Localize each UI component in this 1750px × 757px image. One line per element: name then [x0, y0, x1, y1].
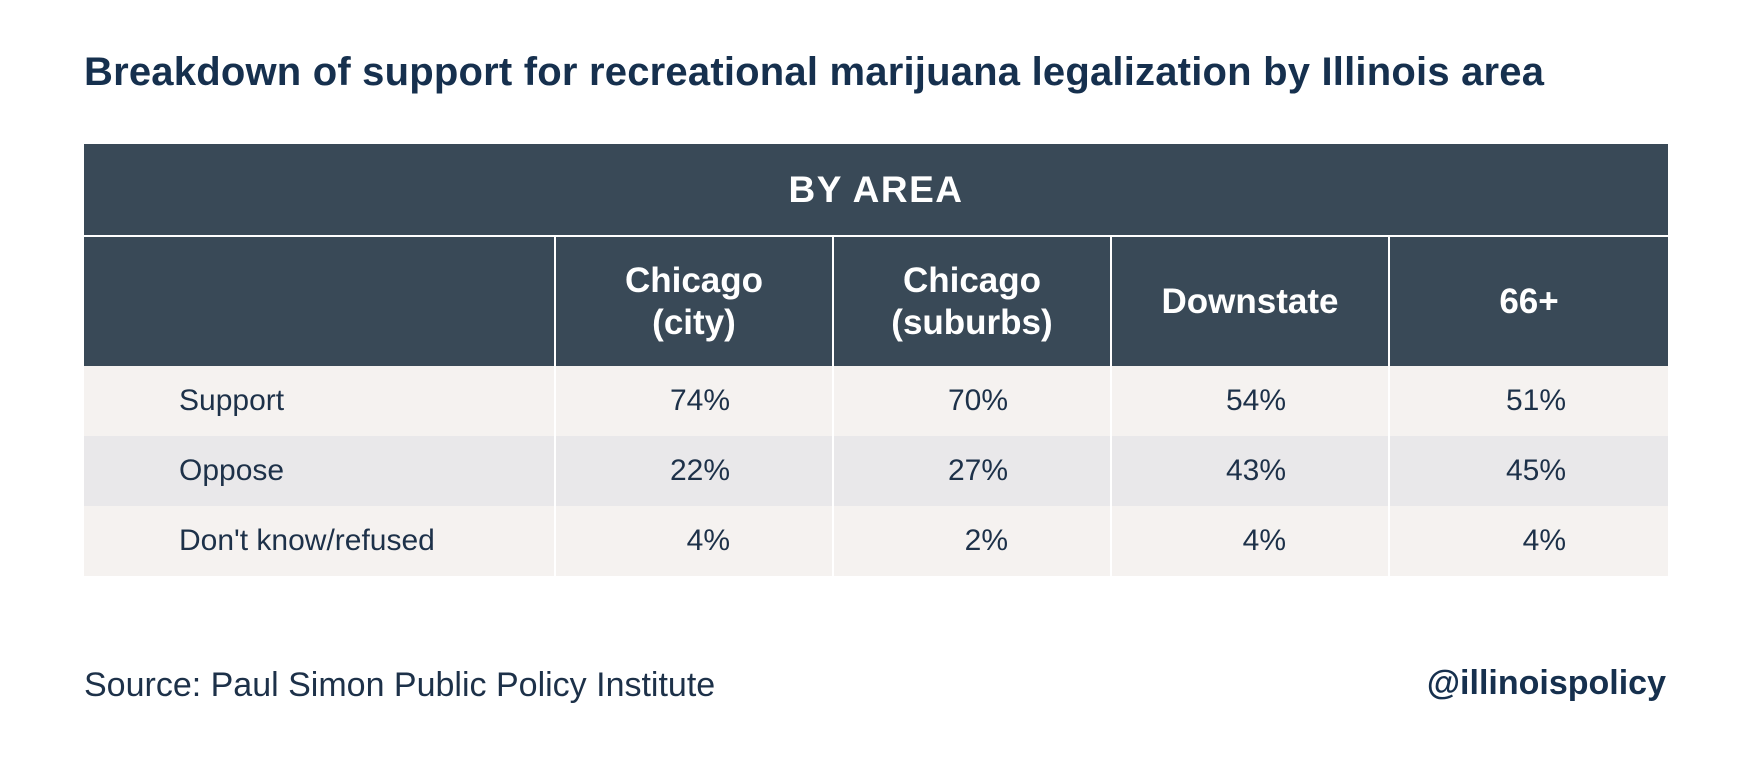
row-label: Oppose [84, 436, 554, 506]
table-cell: 70% [832, 366, 1110, 436]
table-cell: 43% [1110, 436, 1388, 506]
source-note: Source: Paul Simon Public Policy Institu… [84, 666, 716, 704]
column-header-chicago-city: Chicago (city) [554, 237, 832, 366]
table-cell: 22% [554, 436, 832, 506]
table-row-oppose: Oppose 22% 27% 43% 45% [84, 436, 1668, 506]
table-row-dont-know: Don't know/refused 4% 2% 4% 4% [84, 506, 1668, 576]
brand-handle: @illinoispolicy [1426, 664, 1666, 702]
table-cell: 51% [1388, 366, 1668, 436]
table-cell: 54% [1110, 366, 1388, 436]
column-header-empty [84, 237, 554, 366]
table-cell: 74% [554, 366, 832, 436]
row-label: Don't know/refused [84, 506, 554, 576]
column-header-chicago-suburbs: Chicago (suburbs) [832, 237, 1110, 366]
table-cell: 4% [1110, 506, 1388, 576]
group-header: BY AREA [84, 144, 1668, 235]
data-table: BY AREA Chicago (city) Chicago (suburbs)… [84, 144, 1668, 576]
column-header-row: Chicago (city) Chicago (suburbs) Downsta… [84, 237, 1668, 366]
chart-title: Breakdown of support for recreational ma… [84, 50, 1545, 94]
table-cell: 27% [832, 436, 1110, 506]
table-cell: 45% [1388, 436, 1668, 506]
column-header-downstate: Downstate [1110, 237, 1388, 366]
table-cell: 2% [832, 506, 1110, 576]
table-row-support: Support 74% 70% 54% 51% [84, 366, 1668, 436]
table-cell: 4% [1388, 506, 1668, 576]
column-header-66-plus: 66+ [1388, 237, 1668, 366]
row-label: Support [84, 366, 554, 436]
table-cell: 4% [554, 506, 832, 576]
